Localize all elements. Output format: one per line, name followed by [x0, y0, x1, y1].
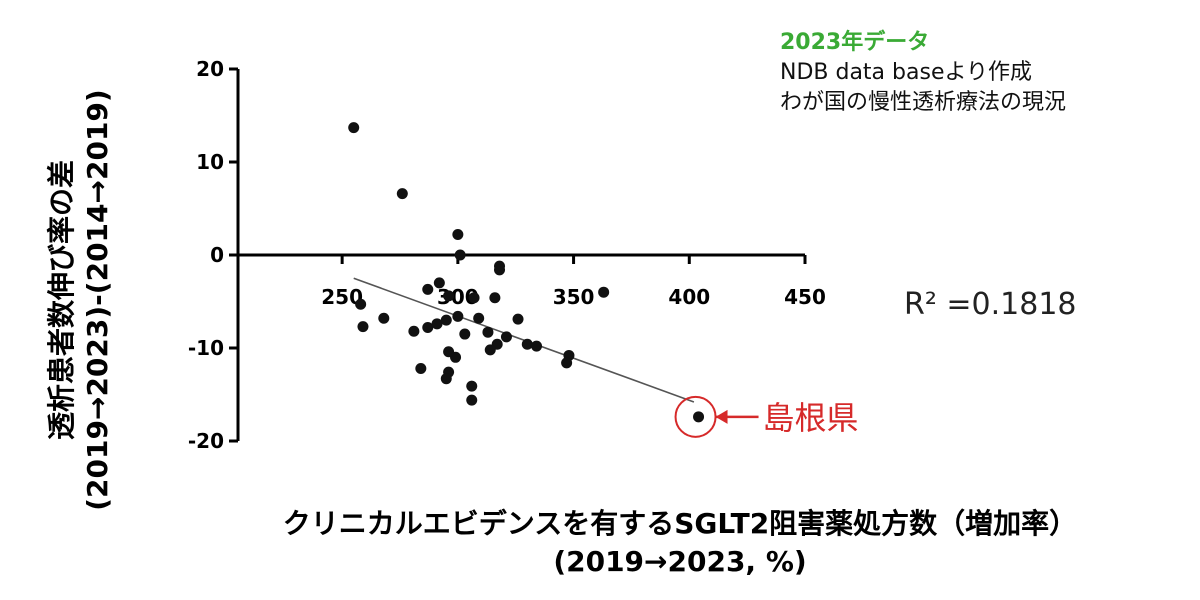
data-point [598, 286, 610, 298]
callout-arrow-head [715, 409, 728, 424]
data-point [489, 292, 501, 304]
x-axis-label-line-2: (2019→2023, %) [553, 545, 807, 578]
data-point [348, 122, 360, 134]
data-point [440, 373, 452, 385]
data-point [422, 283, 434, 295]
y-axis-label-line-2: (2019→2023)-(2014→2019) [81, 89, 114, 511]
data-point [443, 290, 455, 302]
r-squared-label: R² =0.1818 [904, 287, 1077, 322]
y-tick-label: 10 [196, 150, 224, 174]
data-point [473, 312, 485, 324]
data-point [431, 318, 443, 330]
x-axis-label-line-1: クリニカルエビデンスを有するSGLT2阻害薬処方数（増加率） [282, 507, 1078, 540]
data-point [415, 362, 427, 374]
data-point [355, 298, 367, 310]
source-annotation: 2023年データ NDB data baseより作成 わが国の慢性透析療法の現況 [780, 28, 1066, 118]
data-point [531, 340, 543, 352]
axes [229, 67, 807, 443]
x-tick-label: 450 [784, 285, 826, 309]
data-point [408, 325, 420, 337]
data-point [500, 331, 512, 343]
data-point [378, 312, 390, 324]
data-point [521, 338, 533, 350]
x-tick-label: 350 [553, 285, 595, 309]
data-point [484, 344, 496, 356]
callout-group: 島根県 [674, 395, 859, 438]
annotation-year: 2023年データ [780, 30, 930, 55]
data-point [466, 380, 478, 392]
data-point [452, 229, 464, 241]
data-point [454, 249, 466, 261]
annotation-report: わが国の慢性透析療法の現況 [780, 90, 1067, 115]
x-tick-label: 400 [668, 285, 710, 309]
data-point [693, 411, 705, 423]
y-axis-label-line-1: 透析患者数伸び率の差 [45, 160, 78, 441]
data-point [561, 357, 573, 369]
data-points [348, 122, 705, 423]
data-point [482, 326, 494, 338]
data-point [512, 313, 524, 325]
callout-label: 島根県 [763, 399, 859, 437]
data-point [433, 277, 445, 289]
data-point [494, 264, 506, 276]
data-point [422, 322, 434, 334]
data-point [396, 188, 408, 200]
data-point [452, 310, 464, 322]
data-point [459, 328, 471, 340]
y-tick-label: 20 [196, 57, 224, 81]
y-tick-label: -20 [188, 429, 224, 453]
annotation-source: NDB data baseより作成 [780, 60, 1033, 85]
data-point [357, 321, 369, 333]
data-point [466, 394, 478, 406]
y-tick-label: 0 [210, 243, 224, 267]
y-tick-label: -10 [188, 336, 224, 360]
data-point [440, 314, 452, 326]
data-point [468, 292, 480, 304]
x-axis-label: クリニカルエビデンスを有するSGLT2阻害薬処方数（増加率） (2019→202… [175, 505, 1185, 581]
y-axis-label: 透析患者数伸び率の差 (2019→2023)-(2014→2019) [5, 0, 155, 600]
data-point [450, 351, 462, 363]
